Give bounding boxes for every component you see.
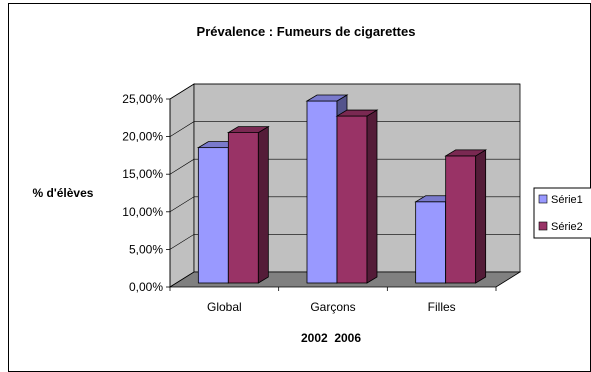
bar-top — [444, 149, 488, 157]
bar-front — [306, 100, 338, 284]
gridline — [169, 234, 520, 250]
chart-title: Prévalence : Fumeurs de cigarettes — [197, 24, 416, 39]
bar-front — [197, 147, 229, 284]
bar-side — [257, 125, 269, 284]
side-wall — [169, 83, 195, 288]
bar-front — [227, 132, 259, 284]
x-tick-label: Filles — [428, 300, 456, 314]
x-tick-label: Garçons — [310, 300, 355, 314]
bar — [335, 109, 379, 284]
bar-side — [475, 149, 487, 284]
bar-front — [415, 201, 447, 284]
x-tick-label: Global — [207, 300, 242, 314]
bar — [444, 149, 488, 284]
bar-side — [366, 109, 378, 284]
y-tick-label: 10,00% — [122, 205, 163, 219]
bar-top — [226, 126, 270, 134]
y-tick-label: 20,00% — [122, 130, 163, 144]
bar-front — [336, 115, 368, 284]
x-axis-title: 2002 2006 — [301, 331, 361, 345]
gridlines — [166, 83, 520, 291]
y-tick-label: 5,00% — [129, 242, 163, 256]
y-tick-label: 15,00% — [122, 167, 163, 181]
bar-front — [445, 155, 477, 284]
bar-top — [335, 109, 379, 117]
y-tick-label: 0,00% — [129, 280, 163, 294]
bars — [196, 94, 488, 284]
gridline — [169, 196, 520, 213]
legend: Série1 Série2 — [533, 187, 591, 239]
bar — [226, 125, 270, 284]
legend-label-serie2: Série2 — [551, 221, 583, 233]
y-tick-label: 25,00% — [122, 92, 163, 106]
gridline — [169, 121, 520, 137]
legend-swatch-serie1 — [538, 194, 548, 204]
legend-label-serie1: Série1 — [551, 194, 583, 206]
gridline — [169, 158, 520, 175]
legend-swatch-serie2 — [538, 221, 548, 231]
gridline — [169, 83, 520, 100]
bar-top — [305, 94, 349, 102]
tick-labels: 0,00% 5,00% 10,00% 15,00% 20,00% 25,00% Global… — [122, 92, 455, 314]
y-axis-title: % d'élèves — [33, 186, 94, 200]
